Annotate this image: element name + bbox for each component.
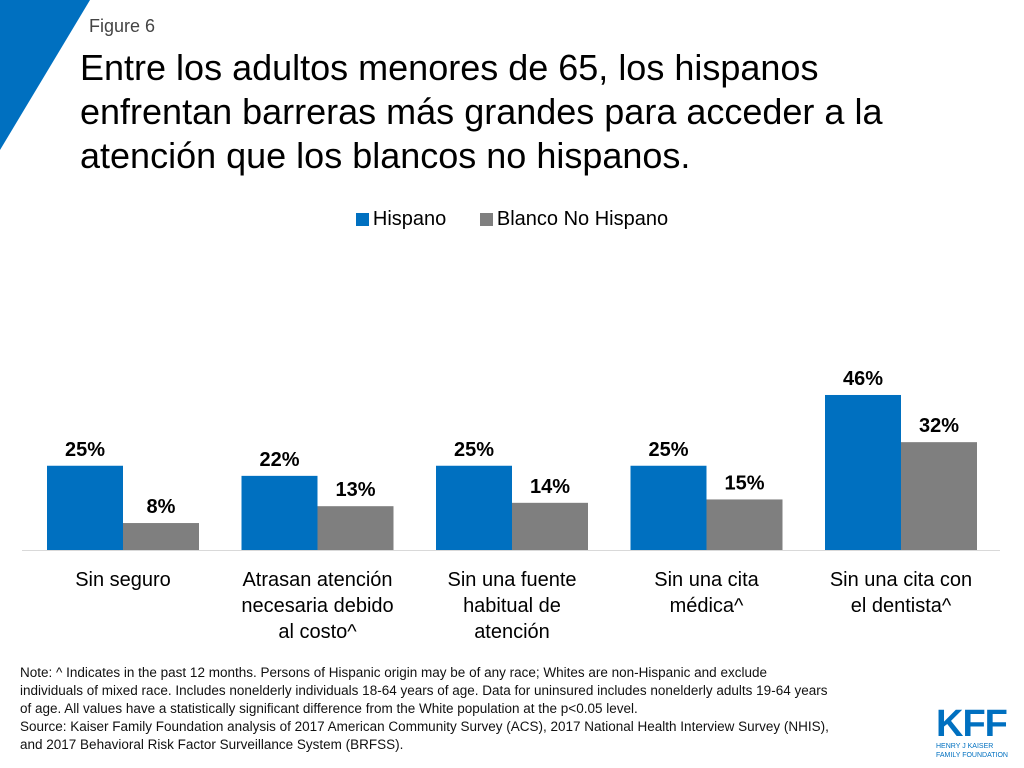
- footnote-line: Note: ^ Indicates in the past 12 months.…: [20, 665, 767, 680]
- legend-label-blanco: Blanco No Hispano: [496, 208, 669, 230]
- bar-blanco: [901, 442, 977, 550]
- logo-subtitle-2: FAMILY FOUNDATION: [936, 752, 1008, 759]
- data-label-blanco: 14%: [530, 476, 570, 498]
- source-line: and 2017 Behavioral Risk Factor Surveill…: [20, 737, 404, 752]
- legend-item-hispano: Hispano: [355, 208, 447, 231]
- category-label: Sin una cita con: [830, 569, 972, 591]
- bar-blanco: [123, 523, 199, 550]
- legend-swatch-blanco: [479, 213, 493, 226]
- legend-label-hispano: Hispano: [372, 208, 447, 230]
- figure-label: Figure 6: [89, 16, 156, 36]
- category-label: el dentista^: [851, 595, 952, 617]
- bar-hispano: [47, 465, 123, 550]
- data-label-hispano: 25%: [454, 439, 494, 461]
- data-label-hispano: 46%: [843, 368, 883, 390]
- category-label: médica^: [670, 595, 744, 617]
- category-label: necesaria debido: [241, 595, 393, 617]
- category-label: atención: [474, 621, 550, 643]
- corner-accent-shape: [0, 0, 90, 150]
- source-line: Source: Kaiser Family Foundation analysi…: [20, 719, 829, 734]
- category-label: Sin una fuente: [448, 569, 577, 591]
- bar-blanco: [317, 506, 394, 550]
- bar-hispano: [825, 394, 901, 550]
- data-label-hispano: 25%: [648, 439, 688, 461]
- kff-logo: KFF HENRY J KAISER FAMILY FOUNDATION: [936, 703, 1014, 760]
- legend-swatch-hispano: [355, 213, 369, 226]
- page-title: Entre los adultos menores de 65, los his…: [80, 47, 883, 176]
- bar-hispano: [241, 475, 318, 550]
- logo-subtitle-1: HENRY J KAISER: [936, 743, 994, 750]
- data-label-blanco: 32%: [919, 415, 959, 437]
- category-label: Sin una cita: [654, 569, 759, 591]
- category-label: Atrasan atención: [242, 569, 392, 591]
- bar-chart: 25% 8% Sin seguro 22% 13% Atrasan atención nec…: [22, 368, 1000, 643]
- footnote-line: individuals of mixed race. Includes none…: [20, 683, 828, 698]
- data-label-blanco: 15%: [724, 472, 764, 494]
- category-label: Sin seguro: [75, 569, 171, 591]
- data-label-blanco: 13%: [335, 479, 375, 501]
- bar-blanco: [512, 502, 588, 550]
- category-label: al costo^: [278, 621, 357, 643]
- category-label: habitual de: [463, 595, 561, 617]
- data-label-hispano: 22%: [259, 449, 299, 471]
- bar-hispano: [436, 465, 512, 550]
- legend-item-blanco: Blanco No Hispano: [479, 208, 669, 231]
- footnote: Note: ^ Indicates in the past 12 months.…: [20, 664, 925, 754]
- chart-legend: Hispano Blanco No Hispano: [0, 208, 1024, 232]
- bar-hispano: [630, 465, 707, 550]
- bar-blanco: [706, 499, 783, 550]
- logo-text: KFF: [936, 703, 1008, 745]
- footnote-line: of age. All values have a statistically …: [20, 701, 638, 716]
- data-label-hispano: 25%: [65, 439, 105, 461]
- data-label-blanco: 8%: [147, 496, 176, 518]
